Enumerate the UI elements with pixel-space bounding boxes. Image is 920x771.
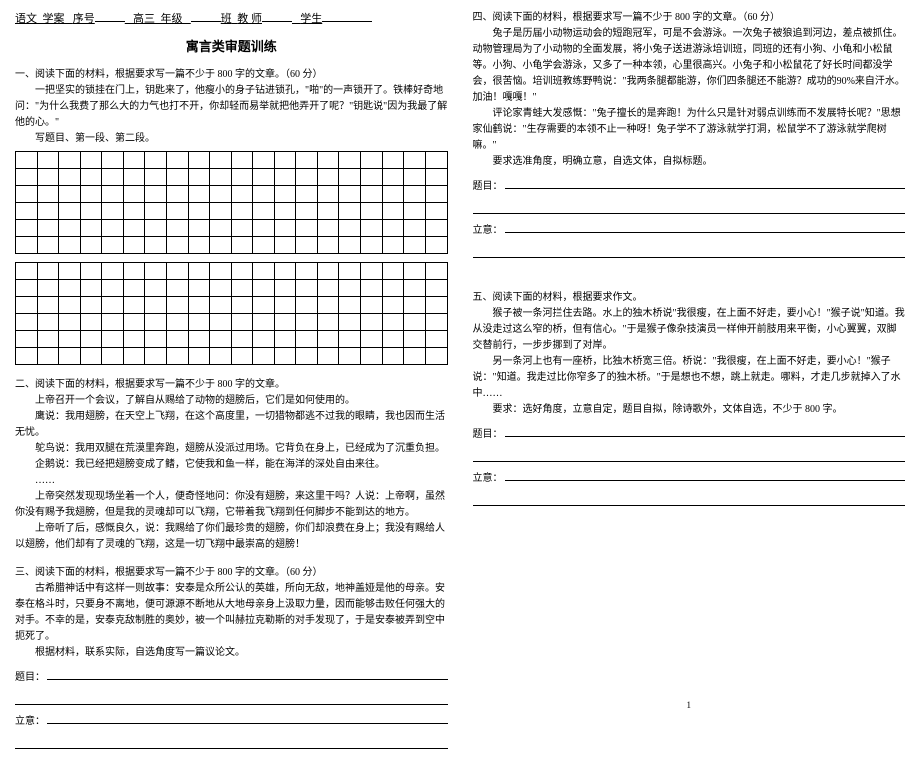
left-column: 语文 学案 序号 高三 年级 班 教 师 学生 寓言类审题训练 一、阅读下面的材…	[15, 10, 448, 761]
writing-grid-2[interactable]	[15, 262, 448, 365]
class-label: 班	[221, 13, 232, 25]
question-5: 五、阅读下面的材料，根据要求作文。 猴子被一条河拦住去路。水上的独木桥说"我很瘦…	[473, 290, 906, 506]
q4-topic-line[interactable]: 题目：	[473, 176, 906, 195]
idea-label: 立意：	[15, 714, 45, 730]
q3-p1: 古希腊神话中有这样一则故事：安泰是众所公认的英雄，所向无敌，地神盖娅是他的母亲。…	[15, 581, 448, 645]
q5-head: 五、阅读下面的材料，根据要求作文。	[473, 290, 906, 306]
q3-idea-line[interactable]: 立意：	[15, 711, 448, 730]
question-2: 二、阅读下面的材料，根据要求写一篇不少于 800 字的文章。 上帝召开一个会议，…	[15, 377, 448, 553]
seq-blank[interactable]	[95, 10, 125, 22]
q2-p5: ……	[15, 473, 448, 489]
q5-idea-line[interactable]: 立意：	[473, 468, 906, 487]
topic-label: 题目：	[473, 427, 503, 443]
q3-head: 三、阅读下面的材料，根据要求写一篇不少于 800 字的文章。（60 分）	[15, 565, 448, 581]
doctype: 学案	[43, 13, 65, 25]
q4-topic-line2[interactable]	[473, 199, 906, 214]
q5-p3: 要求：选好角度，立意自定，题目自拟，除诗歌外，文体自选，不少于 800 字。	[473, 402, 906, 418]
q5-idea-line2[interactable]	[473, 491, 906, 506]
topic-label: 题目：	[15, 670, 45, 686]
grade-label: 年级	[161, 13, 183, 25]
q2-p2: 鹰说：我用翅膀，在天空上飞翔，在这个高度里，一切猎物都逃不过我的眼睛，我也因而生…	[15, 409, 448, 441]
q2-p1: 上帝召开一个会议，了解自从赐给了动物的翅膀后，它们是如何使用的。	[15, 393, 448, 409]
class-blank[interactable]	[191, 10, 221, 22]
q4-idea-line2[interactable]	[473, 243, 906, 258]
q5-topic-line[interactable]: 题目：	[473, 424, 906, 443]
q2-p7: 上帝听了后，感慨良久，说：我赐给了你们最珍贵的翅膀，你们却浪费在身上；我没有赐给…	[15, 521, 448, 553]
q2-p3: 鸵鸟说：我用双腿在荒漠里奔跑，翅膀从没派过用场。它背负在身上，已经成为了沉重负担…	[15, 441, 448, 457]
page-number: 1	[473, 698, 906, 712]
q3-idea-line2[interactable]	[15, 734, 448, 749]
question-4: 四、阅读下面的材料，根据要求写一篇不少于 800 字的文章。（60 分） 兔子是…	[473, 10, 906, 258]
q4-head: 四、阅读下面的材料，根据要求写一篇不少于 800 字的文章。（60 分）	[473, 10, 906, 26]
q4-p2: 评论家青蛙大发感慨："兔子擅长的是奔跑！为什么只是针对弱点训练而不发展特长呢？"…	[473, 106, 906, 154]
q2-p6: 上帝突然发现现场坐着一个人，便奇怪地问：你没有翅膀，来这里干吗？人说：上帝啊，虽…	[15, 489, 448, 521]
seq-label: 序号	[73, 13, 95, 25]
question-3: 三、阅读下面的材料，根据要求写一篇不少于 800 字的文章。（60 分） 古希腊…	[15, 565, 448, 749]
q1-p1: 一把坚实的锁挂在门上，钥匙来了，他瘦小的身子钻进锁孔，"啪"的一声锁开了。铁棒好…	[15, 83, 448, 131]
q1-head: 一、阅读下面的材料，根据要求写一篇不少于 800 字的文章。（60 分）	[15, 67, 448, 83]
q5-p1: 猴子被一条河拦住去路。水上的独木桥说"我很瘦，在上面不好走，要小心！"猴子说"知…	[473, 306, 906, 354]
q3-topic-line[interactable]: 题目：	[15, 667, 448, 686]
right-column: 四、阅读下面的材料，根据要求写一篇不少于 800 字的文章。（60 分） 兔子是…	[473, 10, 906, 761]
teacher-label: 教 师	[237, 13, 262, 25]
q4-p3: 要求选准角度，明确立意，自选文体，自拟标题。	[473, 154, 906, 170]
main-title: 寓言类审题训练	[15, 37, 448, 58]
topic-label: 题目：	[473, 179, 503, 195]
writing-grid-1[interactable]	[15, 151, 448, 254]
q4-p1: 兔子是历届小动物运动会的短跑冠军，可是不会游泳。一次兔子被狼追到河边，差点被抓住…	[473, 26, 906, 106]
question-1: 一、阅读下面的材料，根据要求写一篇不少于 800 字的文章。（60 分） 一把坚…	[15, 67, 448, 365]
teacher-blank[interactable]	[262, 10, 292, 22]
q3-topic-line2[interactable]	[15, 690, 448, 705]
student-blank[interactable]	[322, 10, 372, 22]
idea-label: 立意：	[473, 471, 503, 487]
idea-label: 立意：	[473, 223, 503, 239]
grade: 高三	[133, 13, 155, 25]
q3-p2: 根据材料，联系实际，自选角度写一篇议论文。	[15, 645, 448, 661]
student-label: 学生	[300, 13, 322, 25]
q2-p4: 企鹅说：我已经把翅膀变成了鳍，它使我和鱼一样，能在海洋的深处自由来往。	[15, 457, 448, 473]
header-line: 语文 学案 序号 高三 年级 班 教 师 学生	[15, 10, 448, 29]
q4-idea-line[interactable]: 立意：	[473, 220, 906, 239]
subject: 语文	[15, 13, 37, 25]
q1-instr: 写题目、第一段、第二段。	[15, 131, 448, 147]
q5-topic-line2[interactable]	[473, 447, 906, 462]
q5-p2: 另一条河上也有一座桥，比独木桥宽三倍。桥说："我很瘦，在上面不好走，要小心！"猴…	[473, 354, 906, 402]
q2-head: 二、阅读下面的材料，根据要求写一篇不少于 800 字的文章。	[15, 377, 448, 393]
